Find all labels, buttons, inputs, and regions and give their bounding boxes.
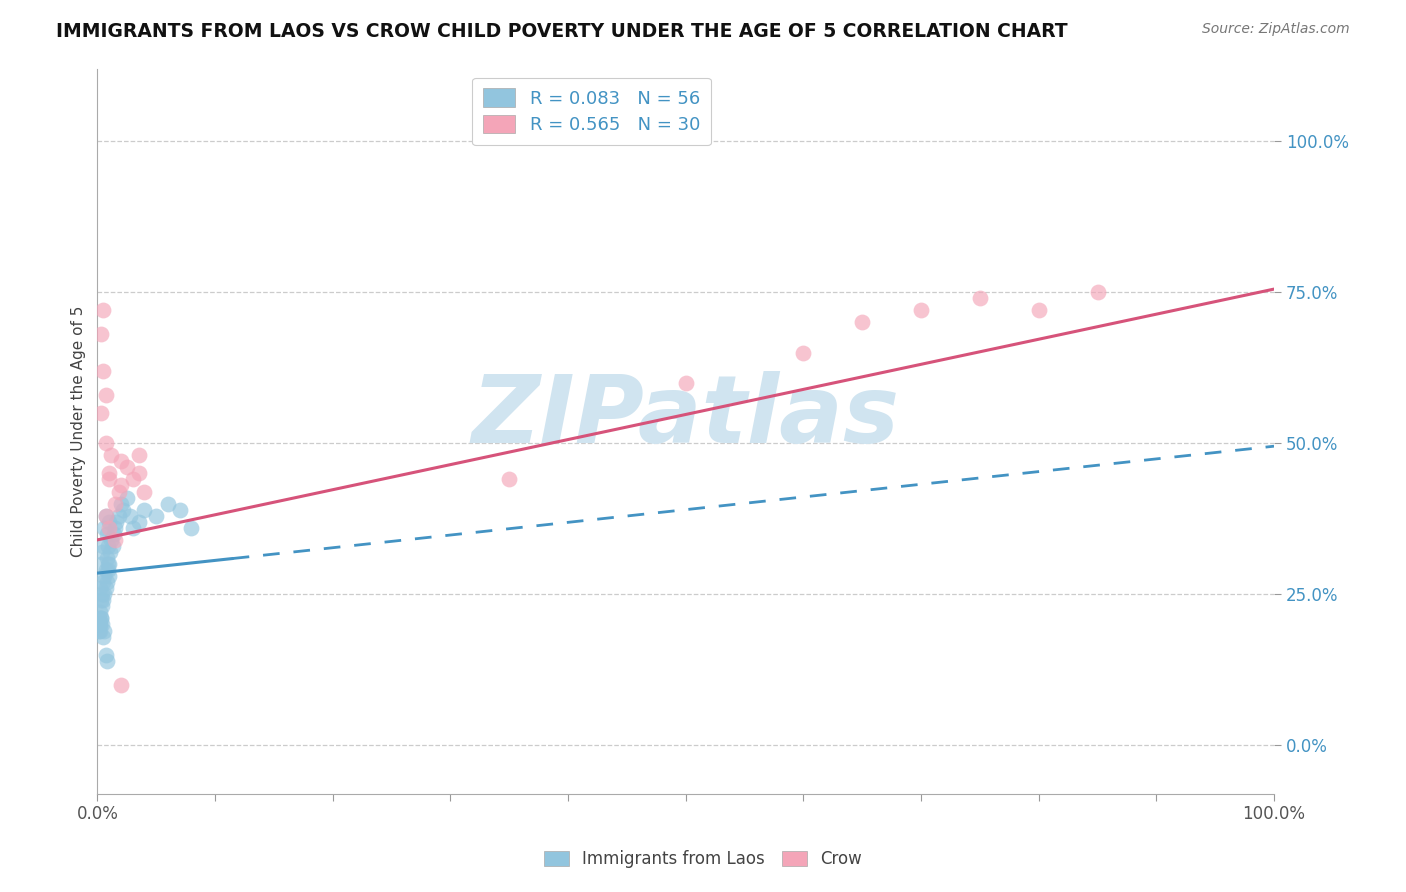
Point bbox=[169, 502, 191, 516]
Point bbox=[128, 467, 150, 481]
Point bbox=[87, 611, 110, 625]
Point bbox=[90, 557, 112, 571]
Point bbox=[90, 593, 112, 607]
Point bbox=[89, 617, 111, 632]
Point bbox=[94, 508, 117, 523]
Point bbox=[103, 526, 125, 541]
Point bbox=[91, 545, 114, 559]
Point bbox=[115, 491, 138, 505]
Point bbox=[105, 515, 128, 529]
Point bbox=[89, 624, 111, 638]
Point bbox=[91, 539, 114, 553]
Point bbox=[112, 502, 135, 516]
Point bbox=[94, 648, 117, 662]
Text: IMMIGRANTS FROM LAOS VS CROW CHILD POVERTY UNDER THE AGE OF 5 CORRELATION CHART: IMMIGRANTS FROM LAOS VS CROW CHILD POVER… bbox=[56, 22, 1069, 41]
Point bbox=[97, 557, 120, 571]
Point bbox=[91, 587, 114, 601]
Point bbox=[91, 364, 114, 378]
Point bbox=[910, 303, 932, 318]
Point bbox=[94, 508, 117, 523]
Point bbox=[96, 526, 118, 541]
Point bbox=[180, 521, 202, 535]
Legend: R = 0.083   N = 56, R = 0.565   N = 30: R = 0.083 N = 56, R = 0.565 N = 30 bbox=[472, 78, 711, 145]
Point bbox=[94, 563, 117, 577]
Point bbox=[94, 581, 117, 595]
Point bbox=[98, 472, 121, 486]
Point bbox=[969, 291, 991, 305]
Point bbox=[91, 593, 114, 607]
Point bbox=[96, 551, 118, 566]
Point bbox=[94, 436, 117, 450]
Point bbox=[110, 497, 132, 511]
Point bbox=[98, 515, 121, 529]
Point bbox=[128, 515, 150, 529]
Point bbox=[97, 539, 120, 553]
Point bbox=[121, 521, 143, 535]
Text: Source: ZipAtlas.com: Source: ZipAtlas.com bbox=[1202, 22, 1350, 37]
Point bbox=[121, 472, 143, 486]
Point bbox=[104, 521, 127, 535]
Point bbox=[110, 478, 132, 492]
Point bbox=[110, 678, 132, 692]
Point bbox=[87, 617, 110, 632]
Point bbox=[1087, 285, 1109, 299]
Point bbox=[120, 508, 142, 523]
Point bbox=[104, 533, 127, 547]
Point bbox=[134, 484, 156, 499]
Point bbox=[675, 376, 697, 390]
Point bbox=[93, 569, 115, 583]
Point bbox=[94, 388, 117, 402]
Point bbox=[101, 539, 124, 553]
Y-axis label: Child Poverty Under the Age of 5: Child Poverty Under the Age of 5 bbox=[72, 305, 86, 557]
Point bbox=[91, 630, 114, 644]
Point bbox=[100, 533, 122, 547]
Point bbox=[90, 611, 112, 625]
Point bbox=[107, 484, 129, 499]
Point bbox=[91, 575, 114, 590]
Point bbox=[98, 545, 121, 559]
Point bbox=[89, 581, 111, 595]
Point bbox=[498, 472, 520, 486]
Point bbox=[96, 575, 118, 590]
Point bbox=[98, 521, 121, 535]
Point bbox=[1028, 303, 1050, 318]
Point bbox=[104, 497, 127, 511]
Point bbox=[90, 327, 112, 342]
Point bbox=[91, 599, 114, 614]
Point bbox=[145, 508, 167, 523]
Point bbox=[89, 617, 111, 632]
Point bbox=[107, 508, 129, 523]
Point bbox=[96, 654, 118, 668]
Legend: Immigrants from Laos, Crow: Immigrants from Laos, Crow bbox=[537, 844, 869, 875]
Point bbox=[156, 497, 179, 511]
Point bbox=[90, 406, 112, 420]
Text: ZIPatlas: ZIPatlas bbox=[471, 370, 900, 463]
Point bbox=[110, 454, 132, 468]
Point bbox=[90, 611, 112, 625]
Point bbox=[98, 557, 121, 571]
Point bbox=[115, 460, 138, 475]
Point bbox=[93, 624, 115, 638]
Point bbox=[87, 624, 110, 638]
Point bbox=[98, 569, 121, 583]
Point bbox=[93, 521, 115, 535]
Point bbox=[91, 303, 114, 318]
Point bbox=[93, 587, 115, 601]
Point bbox=[134, 502, 156, 516]
Point bbox=[89, 606, 111, 620]
Point bbox=[792, 345, 814, 359]
Point bbox=[98, 467, 121, 481]
Point bbox=[91, 617, 114, 632]
Point bbox=[100, 448, 122, 462]
Point bbox=[128, 448, 150, 462]
Point bbox=[97, 563, 120, 577]
Point bbox=[851, 315, 873, 329]
